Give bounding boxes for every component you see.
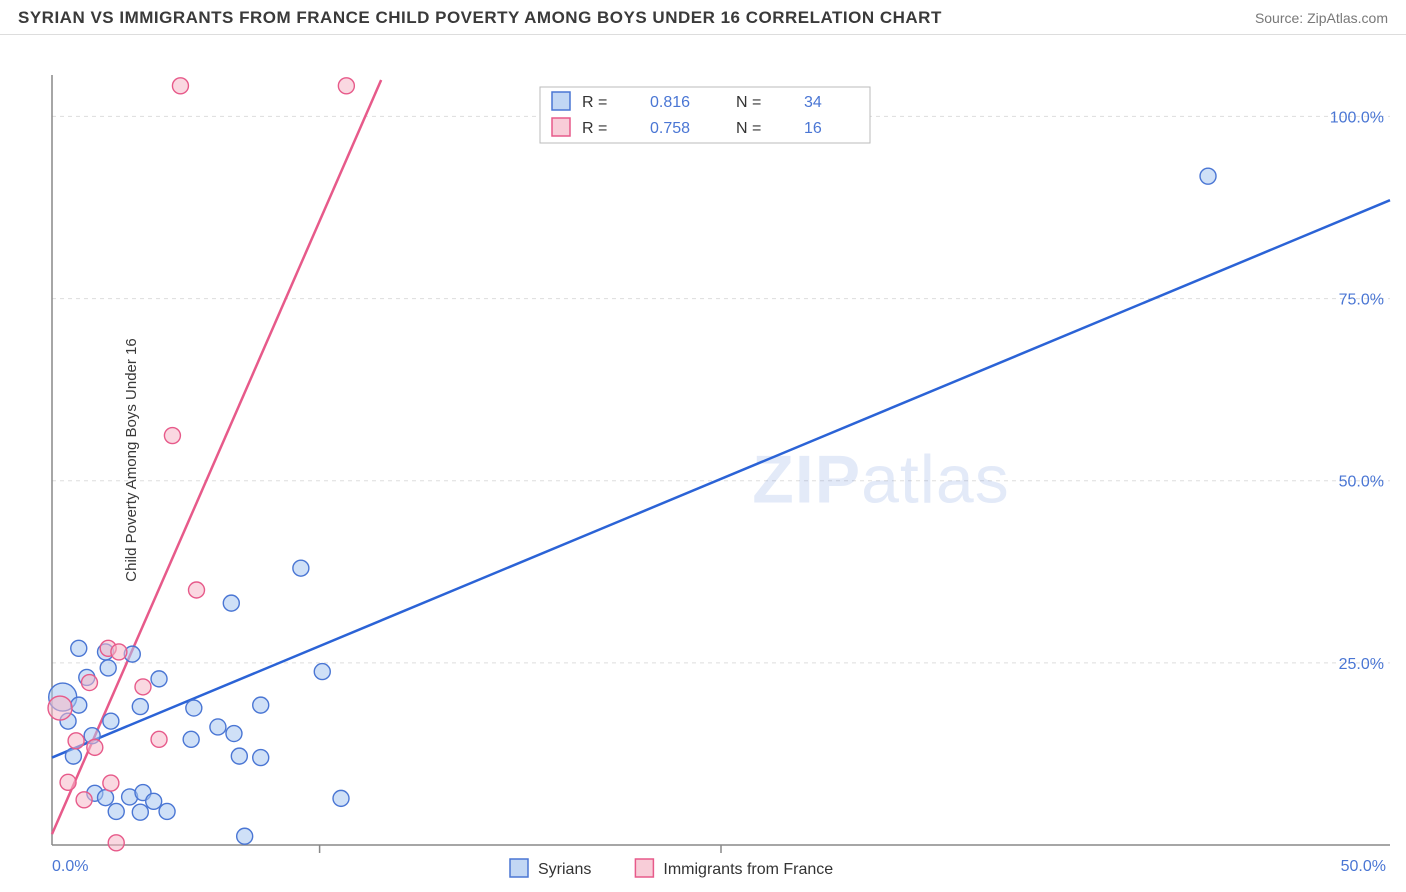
legend-n-label: N = — [736, 120, 761, 137]
data-point — [253, 750, 269, 766]
legend-n-value: 34 — [804, 94, 822, 111]
correlation-scatter-chart: ZIPatlas 25.0% 50.0% 75.0% 100.0% 0.0% 50.0% R … — [0, 35, 1406, 885]
data-point — [111, 644, 127, 660]
x-tick-label: 0.0% — [52, 858, 88, 875]
data-point — [68, 733, 84, 749]
data-point — [151, 671, 167, 687]
data-point — [132, 699, 148, 715]
y-tick-label: 75.0% — [1339, 292, 1384, 309]
data-point — [48, 696, 72, 720]
data-point — [223, 595, 239, 611]
data-point — [164, 428, 180, 444]
data-point — [135, 679, 151, 695]
data-point — [71, 697, 87, 713]
chart-container: Child Poverty Among Boys Under 16 ZIPatl… — [0, 35, 1406, 885]
data-point — [226, 726, 242, 742]
legend-r-label: R = — [582, 120, 607, 137]
data-point — [100, 660, 116, 676]
legend-r-value: 0.758 — [650, 120, 690, 137]
data-point — [338, 78, 354, 94]
data-point — [183, 731, 199, 747]
source-attribution: Source: ZipAtlas.com — [1255, 10, 1388, 26]
legend-swatch — [552, 92, 570, 110]
data-point — [103, 713, 119, 729]
data-point — [314, 664, 330, 680]
data-point — [108, 835, 124, 851]
data-point — [293, 560, 309, 576]
legend-r-value: 0.816 — [650, 94, 690, 111]
legend-n-label: N = — [736, 94, 761, 111]
chart-title: SYRIAN VS IMMIGRANTS FROM FRANCE CHILD P… — [18, 8, 942, 28]
legend-series-label: Immigrants from France — [663, 861, 833, 878]
data-point — [146, 793, 162, 809]
data-point — [60, 774, 76, 790]
data-point — [65, 748, 81, 764]
y-tick-label: 50.0% — [1339, 474, 1384, 491]
data-point — [231, 748, 247, 764]
trend-line — [52, 200, 1390, 757]
legend-swatch — [635, 859, 653, 877]
legend-n-value: 16 — [804, 120, 822, 137]
legend-swatch — [510, 859, 528, 877]
legend-series-label: Syrians — [538, 861, 591, 878]
y-tick-label: 100.0% — [1330, 109, 1384, 126]
data-point — [103, 775, 119, 791]
data-point — [333, 790, 349, 806]
legend-r-label: R = — [582, 94, 607, 111]
data-point — [98, 790, 114, 806]
data-point — [87, 739, 103, 755]
data-point — [210, 719, 226, 735]
data-point — [76, 792, 92, 808]
data-point — [189, 582, 205, 598]
data-point — [186, 700, 202, 716]
data-point — [71, 640, 87, 656]
data-point — [253, 697, 269, 713]
legend-swatch — [552, 118, 570, 136]
y-tick-label: 25.0% — [1339, 656, 1384, 673]
title-bar: SYRIAN VS IMMIGRANTS FROM FRANCE CHILD P… — [0, 0, 1406, 35]
data-point — [151, 731, 167, 747]
data-point — [81, 675, 97, 691]
y-axis-label: Child Poverty Among Boys Under 16 — [123, 338, 140, 581]
data-point — [172, 78, 188, 94]
watermark: ZIPatlas — [752, 442, 1009, 518]
data-point — [237, 828, 253, 844]
x-tick-label: 50.0% — [1341, 858, 1386, 875]
data-point — [132, 804, 148, 820]
data-point — [159, 803, 175, 819]
data-point — [1200, 168, 1216, 184]
data-point — [108, 803, 124, 819]
